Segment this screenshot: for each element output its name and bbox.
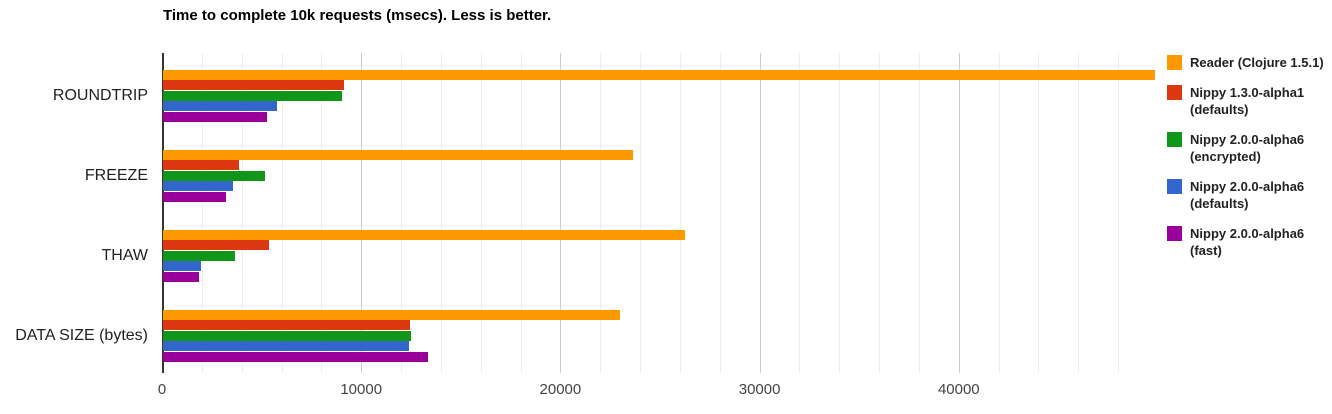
bar-data-size-bytes-reader-clojure-1-5-1 xyxy=(163,309,621,320)
minor-gridline xyxy=(998,53,1000,373)
minor-gridline xyxy=(719,53,721,373)
bar-roundtrip-nippy-2-0-0-alpha6-fast xyxy=(163,111,267,122)
category-label-freeze: FREEZE xyxy=(84,167,148,184)
minor-gridline xyxy=(241,53,243,373)
bar-freeze-reader-clojure-1-5-1 xyxy=(163,149,634,160)
bar-freeze-nippy-2-0-0-alpha6-defaults xyxy=(163,181,233,192)
legend: Reader (Clojure 1.5.1) Nippy 1.3.0-alpha1… xyxy=(1167,54,1332,272)
x-tick-label-20000: 20000 xyxy=(539,381,582,398)
chart-title: Time to complete 10k requests (msecs). L… xyxy=(163,7,552,24)
minor-gridline xyxy=(839,53,841,373)
bar-thaw-reader-clojure-1-5-1 xyxy=(163,229,685,240)
minor-gridline xyxy=(281,53,283,373)
bar-thaw-nippy-2-0-0-alpha6-defaults xyxy=(163,261,201,272)
legend-label: Reader (Clojure 1.5.1) xyxy=(1190,55,1324,70)
legend-label: Nippy 2.0.0-alpha6 (encrypted) xyxy=(1190,132,1305,164)
legend-entry-nippy-2-0-0-alpha6-defaults: Nippy 2.0.0-alpha6 (defaults) xyxy=(1167,178,1332,212)
bar-freeze-nippy-2-0-0-alpha6-encrypted xyxy=(163,170,265,181)
minor-gridline xyxy=(1038,53,1040,373)
minor-gridline xyxy=(640,53,642,373)
bar-roundtrip-nippy-2-0-0-alpha6-defaults xyxy=(163,101,277,112)
category-label-data-size-bytes: DATA SIZE (bytes) xyxy=(15,327,148,344)
bar-freeze-nippy-2-0-0-alpha6-fast xyxy=(163,191,226,202)
minor-gridline xyxy=(918,53,920,373)
legend-swatch xyxy=(1167,226,1182,241)
major-gridline xyxy=(958,53,960,373)
bar-thaw-nippy-2-0-0-alpha6-encrypted xyxy=(163,250,235,261)
minor-gridline xyxy=(321,53,323,373)
bar-thaw-nippy-2-0-0-alpha6-fast xyxy=(163,271,199,282)
minor-gridline xyxy=(679,53,681,373)
minor-gridline xyxy=(1118,53,1120,373)
minor-gridline xyxy=(600,53,602,373)
bar-thaw-nippy-1-3-0-alpha1-defaults xyxy=(163,240,269,251)
major-gridline xyxy=(759,53,761,373)
minor-gridline xyxy=(799,53,801,373)
x-tick-label-30000: 30000 xyxy=(738,381,781,398)
legend-entry-nippy-1-3-0-alpha1-defaults: Nippy 1.3.0-alpha1 (defaults) xyxy=(1167,84,1332,118)
bar-data-size-bytes-nippy-1-3-0-alpha1-defaults xyxy=(163,320,410,331)
legend-swatch xyxy=(1167,55,1182,70)
major-gridline xyxy=(560,53,562,373)
legend-entry-nippy-2-0-0-alpha6-encrypted: Nippy 2.0.0-alpha6 (encrypted) xyxy=(1167,131,1332,165)
bar-data-size-bytes-nippy-2-0-0-alpha6-encrypted xyxy=(163,330,411,341)
minor-gridline xyxy=(401,53,403,373)
legend-label: Nippy 1.3.0-alpha1 (defaults) xyxy=(1190,85,1305,117)
minor-gridline xyxy=(879,53,881,373)
x-tick-label-10000: 10000 xyxy=(340,381,383,398)
bar-freeze-nippy-1-3-0-alpha1-defaults xyxy=(163,160,239,171)
bar-roundtrip-reader-clojure-1-5-1 xyxy=(163,69,1156,80)
legend-entry-nippy-2-0-0-alpha6-fast: Nippy 2.0.0-alpha6 (fast) xyxy=(1167,225,1332,259)
category-label-thaw: THAW xyxy=(101,247,148,264)
major-gridline xyxy=(361,53,363,373)
bar-data-size-bytes-nippy-2-0-0-alpha6-defaults xyxy=(163,341,409,352)
x-tick-label-0: 0 xyxy=(157,381,167,398)
legend-swatch xyxy=(1167,132,1182,147)
bar-roundtrip-nippy-2-0-0-alpha6-encrypted xyxy=(163,90,343,101)
bar-roundtrip-nippy-1-3-0-alpha1-defaults xyxy=(163,80,345,91)
legend-entry-reader-clojure-1-5-1: Reader (Clojure 1.5.1) xyxy=(1167,54,1332,71)
minor-gridline xyxy=(520,53,522,373)
category-label-roundtrip: ROUNDTRIP xyxy=(52,87,148,104)
x-tick-label-40000: 40000 xyxy=(937,381,980,398)
legend-label: Nippy 2.0.0-alpha6 (fast) xyxy=(1190,226,1305,258)
minor-gridline xyxy=(201,53,203,373)
bar-data-size-bytes-nippy-2-0-0-alpha6-fast xyxy=(163,351,428,362)
legend-swatch xyxy=(1167,85,1182,100)
legend-label: Nippy 2.0.0-alpha6 (defaults) xyxy=(1190,179,1305,211)
axis-baseline xyxy=(162,53,164,373)
legend-swatch xyxy=(1167,179,1182,194)
minor-gridline xyxy=(440,53,442,373)
minor-gridline xyxy=(480,53,482,373)
minor-gridline xyxy=(1078,53,1080,373)
